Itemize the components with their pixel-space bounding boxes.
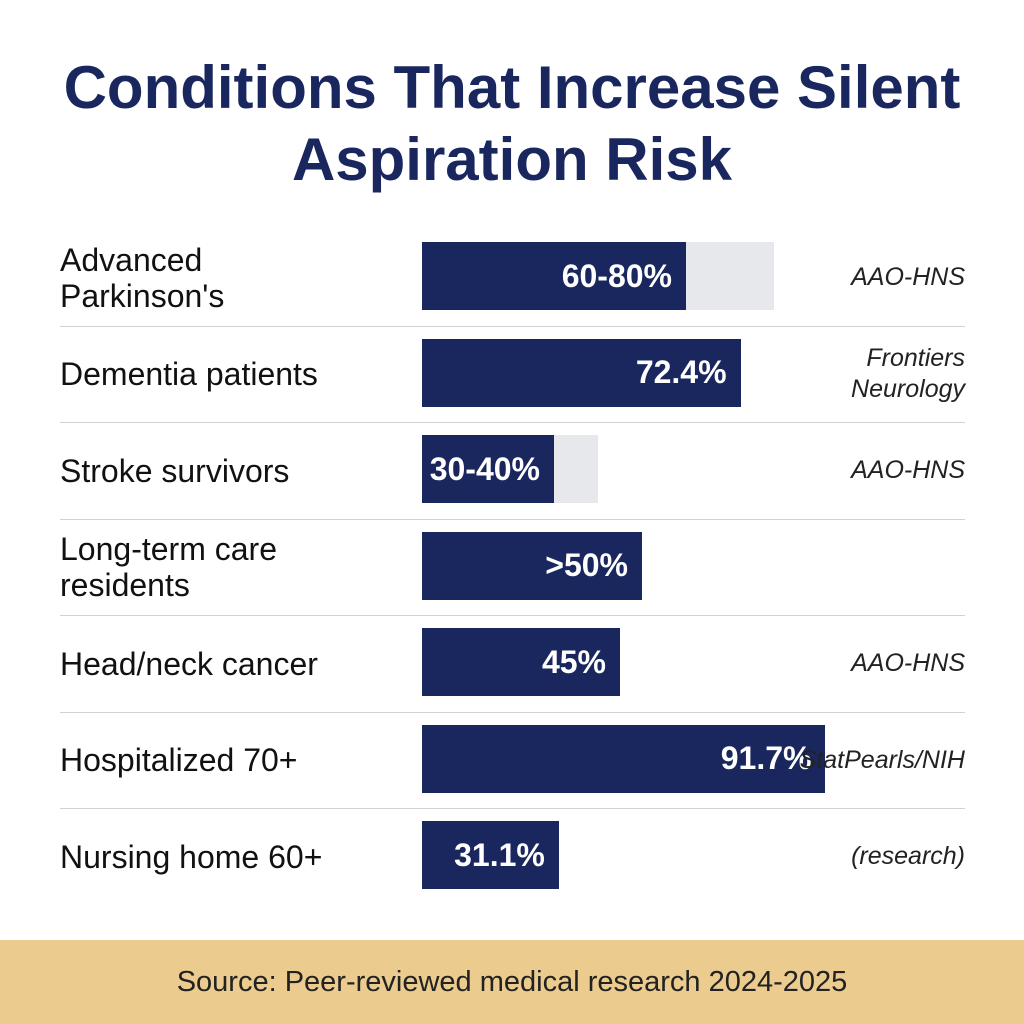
source-label: (research) bbox=[851, 842, 965, 871]
bar bbox=[422, 435, 554, 503]
row: Hospitalized 70+ 91.7% StatPearls/NIH bbox=[60, 713, 965, 809]
chart-rows: Advanced Parkinson's 60-80% AAO-HNS Dementi… bbox=[60, 230, 965, 905]
category-label: Dementia patients bbox=[60, 356, 318, 393]
source-label: Frontiers Neurology bbox=[851, 344, 965, 404]
chart-title: Conditions That Increase Silent Aspirati… bbox=[63, 54, 961, 193]
value-label: >50% bbox=[545, 547, 628, 583]
footer: Source: Peer-reviewed medical research 2… bbox=[0, 940, 1024, 1024]
row: Advanced Parkinson's 60-80% AAO-HNS bbox=[60, 230, 965, 327]
source-label: StatPearls/NIH bbox=[799, 745, 965, 774]
row: Stroke survivors 30-40% AAO-HNS bbox=[60, 423, 965, 520]
bar bbox=[422, 242, 686, 310]
row: Nursing home 60+ 31.1% (research) bbox=[60, 809, 965, 905]
category-label: Long-term care residents bbox=[60, 531, 277, 604]
bar bbox=[422, 724, 826, 793]
row: Dementia patients 72.4% Frontiers Neurolog… bbox=[60, 327, 965, 423]
row: Long-term care residents >50% bbox=[60, 520, 965, 616]
source-label: AAO-HNS bbox=[851, 649, 965, 678]
bar bbox=[422, 531, 642, 600]
value-label: 31.1% bbox=[454, 836, 545, 873]
category-label: Advanced Parkinson's bbox=[60, 241, 225, 314]
category-label: Head/neck cancer bbox=[60, 645, 318, 682]
category-label: Hospitalized 70+ bbox=[60, 742, 298, 779]
category-label: Stroke survivors bbox=[60, 452, 290, 489]
source-label: AAO-HNS bbox=[851, 263, 965, 292]
bar bbox=[422, 338, 741, 407]
value-label: 60-80% bbox=[561, 257, 672, 294]
source-label: AAO-HNS bbox=[851, 456, 965, 485]
value-label: 72.4% bbox=[635, 354, 727, 390]
category-label: Nursing home 60+ bbox=[60, 838, 323, 875]
value-label: 45% bbox=[541, 643, 606, 680]
value-label: 30-40% bbox=[429, 450, 540, 487]
bar bbox=[422, 821, 559, 889]
bar bbox=[422, 628, 620, 696]
row: Head/neck cancer 45% AAO-HNS bbox=[60, 616, 965, 713]
value-label: 91.7% bbox=[720, 740, 812, 776]
